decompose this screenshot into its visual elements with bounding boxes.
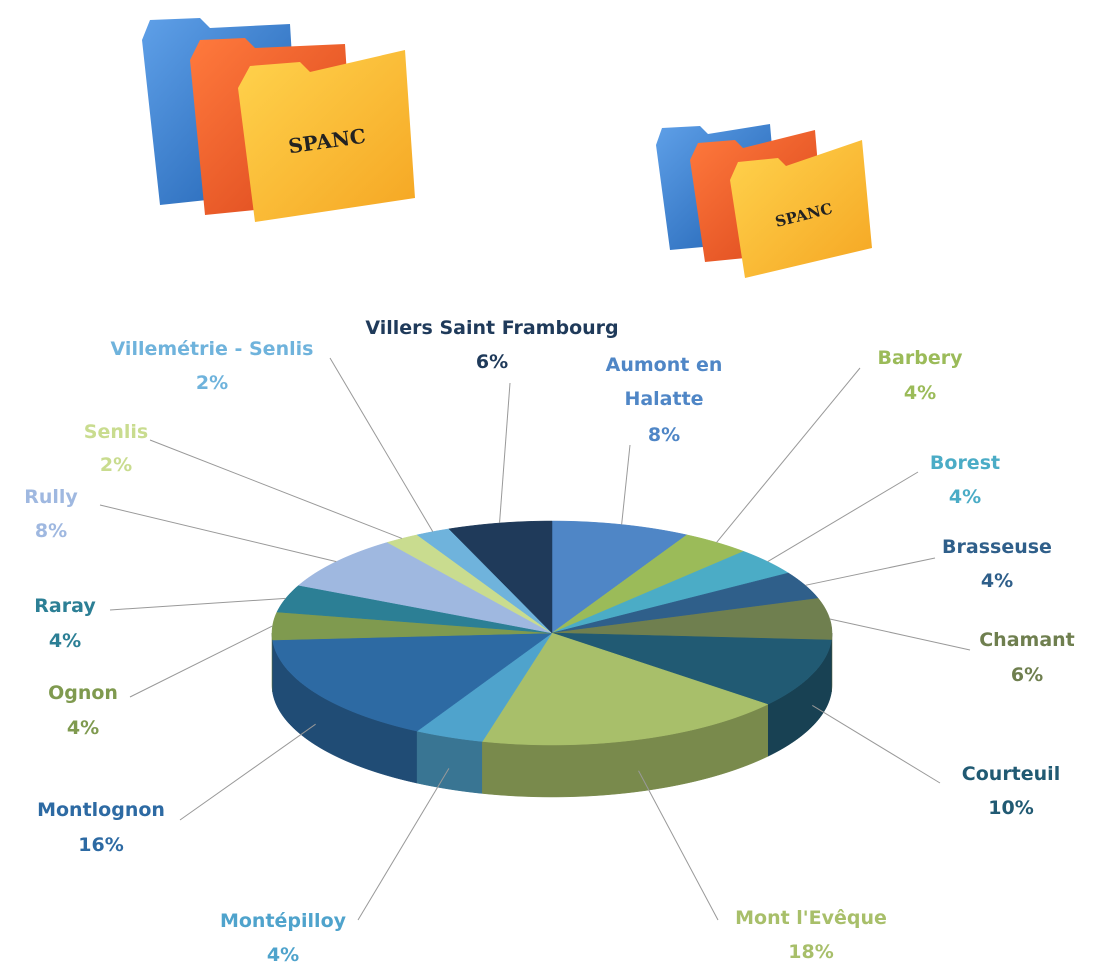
page: SPANC SPANC (() => { const data = JSON.p… — [0, 0, 1104, 968]
leader-line — [622, 445, 630, 525]
slice-label: Ognon — [48, 676, 118, 710]
pie-tops — [272, 521, 832, 745]
slice-label: Barbery — [878, 341, 963, 375]
value-label: 8% — [35, 514, 67, 548]
leader-line — [639, 771, 718, 920]
value-label: 8% — [648, 418, 680, 452]
value-label: 4% — [904, 376, 936, 410]
leader-line — [717, 368, 860, 542]
leader-line — [180, 724, 316, 820]
value-label: 16% — [78, 828, 123, 862]
leader-line — [768, 472, 918, 562]
leader-line — [358, 768, 449, 920]
leader-line — [130, 626, 273, 697]
slice-label: Senlis — [84, 415, 148, 449]
value-label: 2% — [100, 448, 132, 482]
slice-label: Aumont en Halatte — [594, 348, 734, 416]
slice-label: Borest — [930, 446, 1000, 480]
value-label: 4% — [67, 711, 99, 745]
slice-label: Villemétrie - Senlis — [111, 332, 314, 366]
leader-line — [812, 705, 940, 783]
leader-line — [805, 558, 935, 585]
slice-label: Brasseuse — [942, 530, 1052, 564]
value-label: 2% — [196, 366, 228, 400]
chart: SPANC SPANC — [0, 0, 1104, 968]
slice-label: Mont l'Evêque — [735, 901, 887, 935]
folder-icon: SPANC — [656, 124, 872, 278]
folder-icon: SPANC — [142, 18, 415, 222]
value-label: 6% — [1011, 658, 1043, 692]
value-label: 10% — [988, 791, 1033, 825]
value-label: 6% — [476, 345, 508, 379]
leader-line — [100, 505, 336, 562]
slice-label: Raray — [34, 589, 95, 623]
slice-label: Montépilloy — [220, 904, 346, 938]
value-label: 4% — [981, 564, 1013, 598]
value-label: 4% — [949, 480, 981, 514]
value-label: 4% — [267, 938, 299, 972]
value-label: 18% — [788, 935, 833, 969]
slice-label: Villers Saint Frambourg — [365, 311, 618, 345]
leader-line — [150, 440, 402, 538]
value-label: 4% — [49, 624, 81, 658]
leader-line — [330, 358, 433, 532]
leader-line — [500, 383, 510, 523]
leader-line — [830, 619, 970, 650]
slice-label: Rully — [24, 480, 78, 514]
slice-label: Chamant — [979, 623, 1075, 657]
leader-line — [110, 598, 286, 610]
slice-label: Montlognon — [37, 793, 165, 827]
slice-label: Courteuil — [962, 757, 1060, 791]
